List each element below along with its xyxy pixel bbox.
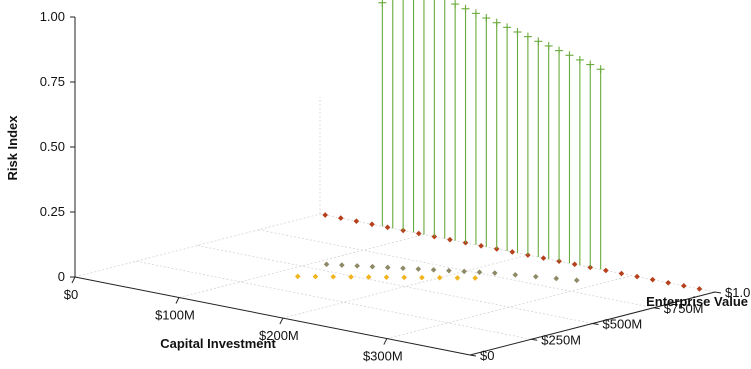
y-tick [714, 291, 722, 294]
series-3 [378, 0, 605, 270]
data-point [354, 263, 360, 269]
axis-labels: 0 0.25 0.50 0.75 1.00 $0 $100M $200M $300M $0 $250… [5, 9, 751, 364]
data-point [419, 274, 425, 281]
axes [70, 16, 722, 357]
data-point [573, 277, 580, 284]
series-1 [323, 261, 580, 284]
z-tick-label: 0.25 [40, 204, 65, 219]
data-point [383, 274, 390, 281]
data-point [401, 274, 408, 281]
x-tick-label: $200M [259, 328, 299, 343]
z-axis-title: Risk Index [5, 115, 20, 181]
data-point [665, 279, 672, 286]
data-point [696, 286, 703, 292]
data-point [478, 243, 484, 249]
data-point [330, 273, 337, 280]
y-tick-label: $1.0B [725, 285, 751, 300]
data-point [509, 249, 516, 255]
data-point [365, 274, 372, 280]
data-point [454, 275, 461, 281]
y-tick [592, 323, 599, 325]
x-axis-title: Capital Investment [160, 336, 276, 351]
data-point [369, 263, 376, 270]
data-layer [294, 0, 703, 292]
data-point [415, 230, 422, 237]
z-tick-label: 0 [58, 269, 65, 284]
grid-line-y [197, 245, 593, 324]
data-point [540, 255, 547, 261]
data-point [294, 273, 301, 280]
data-point [312, 273, 319, 280]
y-axis-title: Enterprise Value [646, 294, 748, 309]
data-point [436, 274, 443, 281]
data-point [532, 273, 539, 280]
data-point [339, 262, 345, 268]
data-point [353, 218, 360, 224]
grid-line-y [258, 229, 654, 309]
x-tick [383, 338, 388, 345]
data-point [322, 212, 328, 218]
data-point [461, 268, 467, 275]
data-point [493, 246, 500, 252]
data-point [337, 215, 344, 221]
data-point [348, 274, 354, 280]
data-point [649, 276, 656, 283]
y-tick-label: $0 [480, 348, 494, 363]
data-point [323, 261, 330, 268]
data-point [571, 261, 578, 268]
data-point [384, 224, 391, 231]
x-axis-line [74, 276, 471, 356]
data-point [681, 283, 687, 289]
data-point [369, 221, 375, 228]
y-tick [653, 307, 660, 310]
x-tick [71, 276, 76, 284]
series-2 [294, 273, 478, 281]
data-point [491, 270, 498, 276]
data-point [476, 269, 483, 276]
data-point [430, 267, 437, 273]
data-point [603, 267, 609, 274]
y-tick-label: $500M [603, 317, 643, 332]
x-tick [175, 297, 180, 304]
data-point [447, 236, 453, 243]
grid-line-y [136, 260, 532, 340]
y-tick-label: $250M [541, 332, 581, 347]
data-point [634, 273, 640, 280]
z-tick-label: 0.50 [40, 139, 65, 154]
y-tick-label: $750M [664, 301, 704, 316]
y-tick [469, 354, 477, 357]
z-tick-label: 1.00 [40, 9, 65, 24]
x-tick-label: $100M [155, 308, 195, 323]
grid-line-x [282, 254, 528, 319]
x-tick-label: $300M [363, 349, 403, 364]
data-point [472, 275, 478, 281]
data-point [400, 265, 406, 272]
data-point [384, 264, 391, 271]
data-point [618, 270, 625, 277]
x-tick [279, 317, 284, 325]
data-point [415, 266, 422, 272]
data-point [553, 275, 560, 282]
data-point [512, 272, 519, 278]
z-tick-label: 0.75 [40, 74, 65, 89]
data-point [446, 267, 452, 274]
y-tick [531, 338, 538, 341]
x-tick-label: $0 [64, 287, 78, 302]
series-0 [322, 212, 703, 292]
